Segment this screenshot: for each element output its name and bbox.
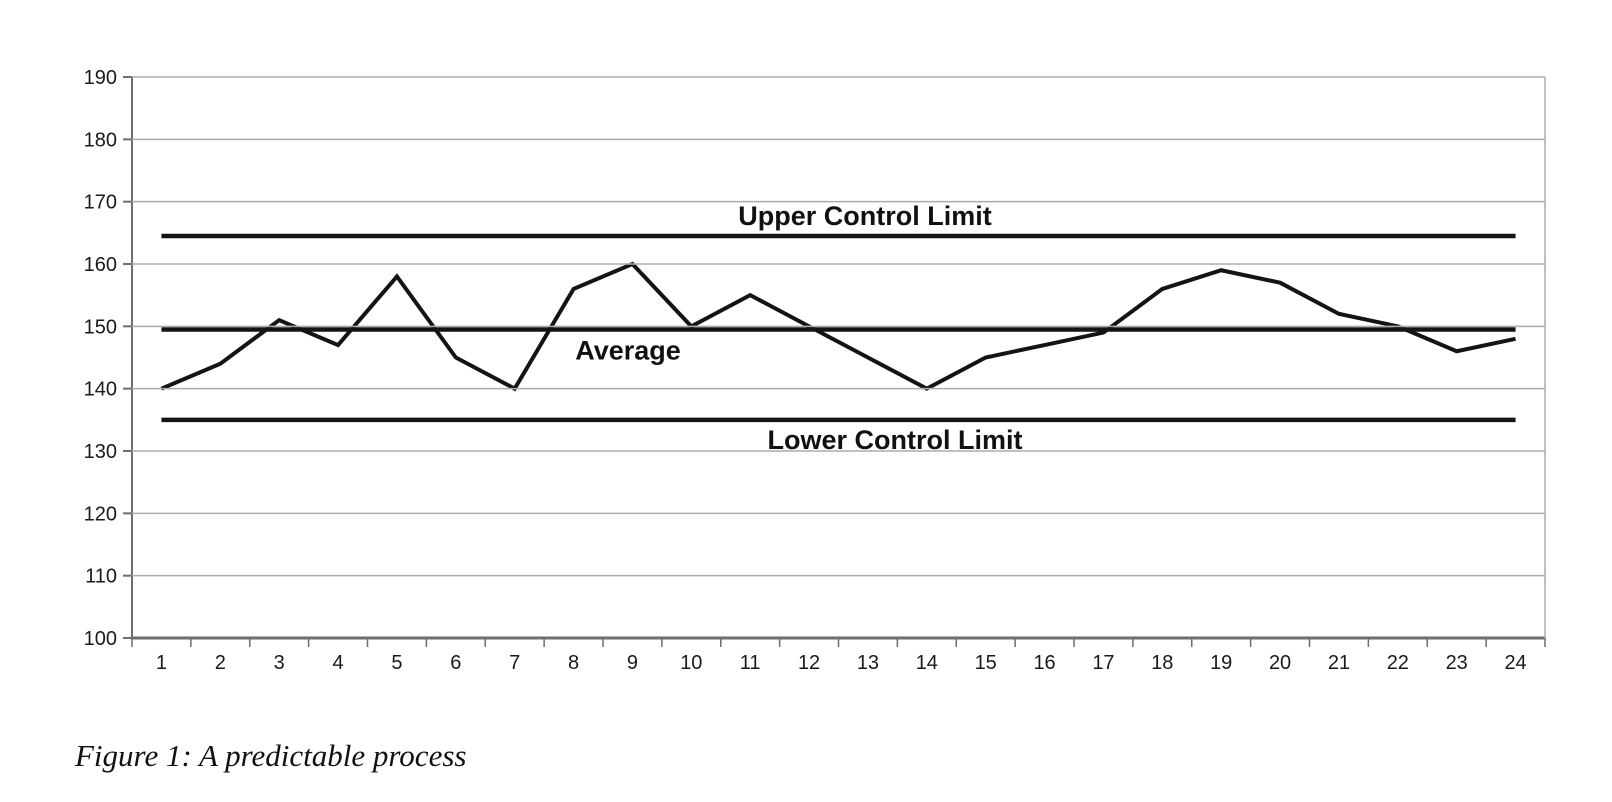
x-axis-tick-label: 4: [333, 652, 344, 674]
y-axis-tick-label: 130: [84, 441, 117, 463]
x-axis-tick-label: 10: [680, 652, 702, 674]
data-series-line: [160, 261, 1516, 392]
x-axis-tick-label: 21: [1328, 652, 1350, 674]
y-axis-tick-label: 180: [84, 129, 117, 151]
x-axis-tick-label: 3: [274, 652, 285, 674]
control-chart: 24 23 22 21 20 19 18 17 16 15 14 13 12 11 10 9 8 7 6 5 4 3 2 1 1…: [84, 67, 1546, 674]
y-axis-tick-label: 160: [84, 254, 117, 276]
x-axis-tick-label: 22: [1387, 652, 1409, 674]
y-axis-tick-label: 190: [84, 67, 117, 89]
x-axis-tick-label: 9: [627, 652, 638, 674]
x-axis-tick-label: 8: [568, 652, 579, 674]
x-axis-tick-label: 5: [391, 652, 402, 674]
x-axis-tick-label: 13: [857, 652, 879, 674]
x-axis-tick-label: 1: [156, 652, 167, 674]
lower-control-limit-label: Lower Control Limit: [768, 425, 1023, 455]
x-axis-tick-label: 19: [1210, 652, 1232, 674]
control-chart-svg: 2423222120191817161514131211109876543211…: [84, 67, 1546, 674]
y-axis-tick-label: 170: [84, 192, 117, 214]
x-axis-tick-label: 24: [1504, 652, 1526, 674]
x-axis-tick-label: 23: [1446, 652, 1468, 674]
x-axis-tick-label: 2: [215, 652, 226, 674]
figure-caption: Figure 1: A predictable process: [75, 738, 467, 773]
y-axis-tick-label: 110: [85, 566, 117, 588]
x-axis-tick-label: 12: [798, 652, 820, 674]
x-axis-tick-label: 15: [975, 652, 997, 674]
y-axis-tick-label: 150: [84, 316, 117, 338]
average-label: Average: [575, 335, 681, 365]
x-axis-tick-label: 11: [740, 652, 761, 674]
upper-control-limit-label: Upper Control Limit: [738, 201, 991, 231]
x-axis-tick-label: 16: [1033, 652, 1055, 674]
x-axis-tick-label: 6: [450, 652, 461, 674]
y-axis-tick-label: 100: [84, 628, 117, 650]
x-axis-tick-label: 17: [1092, 652, 1114, 674]
x-axis-tick-label: 20: [1269, 652, 1291, 674]
y-axis-tick-label: 120: [84, 503, 117, 525]
y-axis-tick-label: 140: [84, 379, 117, 401]
x-axis-tick-label: 18: [1151, 652, 1173, 674]
x-axis-tick-label: 14: [916, 652, 938, 674]
x-axis-tick-label: 7: [509, 652, 520, 674]
